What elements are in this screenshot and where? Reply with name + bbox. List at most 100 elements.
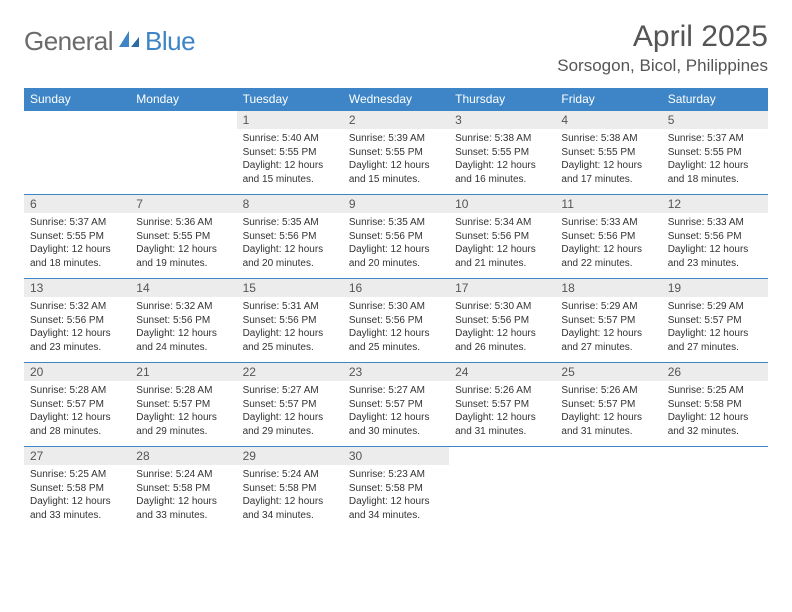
daylight-line: Daylight: 12 hours and 31 minutes. xyxy=(455,411,549,438)
sunset-line: Sunset: 5:56 PM xyxy=(136,314,230,328)
daylight-line: Daylight: 12 hours and 23 minutes. xyxy=(30,327,124,354)
calendar-day: 18Sunrise: 5:29 AMSunset: 5:57 PMDayligh… xyxy=(555,279,661,363)
sunrise-line: Sunrise: 5:37 AM xyxy=(668,132,762,146)
daylight-line: Daylight: 12 hours and 29 minutes. xyxy=(243,411,337,438)
calendar-row: 20Sunrise: 5:28 AMSunset: 5:57 PMDayligh… xyxy=(24,363,768,447)
calendar-empty xyxy=(130,111,236,195)
sunrise-line: Sunrise: 5:24 AM xyxy=(136,468,230,482)
sunrise-line: Sunrise: 5:30 AM xyxy=(455,300,549,314)
day-number: 11 xyxy=(555,195,661,213)
day-number: 7 xyxy=(130,195,236,213)
sunset-line: Sunset: 5:57 PM xyxy=(136,398,230,412)
calendar-empty xyxy=(555,447,661,531)
sunrise-line: Sunrise: 5:38 AM xyxy=(561,132,655,146)
day-content: Sunrise: 5:28 AMSunset: 5:57 PMDaylight:… xyxy=(130,381,236,446)
daylight-line: Daylight: 12 hours and 16 minutes. xyxy=(455,159,549,186)
sunrise-line: Sunrise: 5:35 AM xyxy=(243,216,337,230)
calendar-day: 6Sunrise: 5:37 AMSunset: 5:55 PMDaylight… xyxy=(24,195,130,279)
weekday-header: Monday xyxy=(130,88,236,111)
sunset-line: Sunset: 5:55 PM xyxy=(136,230,230,244)
logo-text-blue: Blue xyxy=(145,26,195,57)
sunrise-line: Sunrise: 5:33 AM xyxy=(561,216,655,230)
day-number: 25 xyxy=(555,363,661,381)
sunrise-line: Sunrise: 5:35 AM xyxy=(349,216,443,230)
weekday-header: Saturday xyxy=(662,88,768,111)
calendar-day: 12Sunrise: 5:33 AMSunset: 5:56 PMDayligh… xyxy=(662,195,768,279)
title-block: April 2025 Sorsogon, Bicol, Philippines xyxy=(557,20,768,76)
calendar-day: 1Sunrise: 5:40 AMSunset: 5:55 PMDaylight… xyxy=(237,111,343,195)
sunrise-line: Sunrise: 5:26 AM xyxy=(561,384,655,398)
calendar-row: 13Sunrise: 5:32 AMSunset: 5:56 PMDayligh… xyxy=(24,279,768,363)
sunrise-line: Sunrise: 5:29 AM xyxy=(561,300,655,314)
daylight-line: Daylight: 12 hours and 28 minutes. xyxy=(30,411,124,438)
daylight-line: Daylight: 12 hours and 27 minutes. xyxy=(561,327,655,354)
sunrise-line: Sunrise: 5:23 AM xyxy=(349,468,443,482)
day-content: Sunrise: 5:26 AMSunset: 5:57 PMDaylight:… xyxy=(555,381,661,446)
calendar-day: 17Sunrise: 5:30 AMSunset: 5:56 PMDayligh… xyxy=(449,279,555,363)
daylight-line: Daylight: 12 hours and 33 minutes. xyxy=(136,495,230,522)
sunset-line: Sunset: 5:55 PM xyxy=(349,146,443,160)
sunset-line: Sunset: 5:57 PM xyxy=(349,398,443,412)
sunrise-line: Sunrise: 5:27 AM xyxy=(243,384,337,398)
calendar-day: 19Sunrise: 5:29 AMSunset: 5:57 PMDayligh… xyxy=(662,279,768,363)
sunset-line: Sunset: 5:57 PM xyxy=(455,398,549,412)
day-content: Sunrise: 5:28 AMSunset: 5:57 PMDaylight:… xyxy=(24,381,130,446)
day-content: Sunrise: 5:24 AMSunset: 5:58 PMDaylight:… xyxy=(130,465,236,530)
sunrise-line: Sunrise: 5:30 AM xyxy=(349,300,443,314)
day-content: Sunrise: 5:31 AMSunset: 5:56 PMDaylight:… xyxy=(237,297,343,362)
sunrise-line: Sunrise: 5:25 AM xyxy=(668,384,762,398)
day-number: 18 xyxy=(555,279,661,297)
daylight-line: Daylight: 12 hours and 18 minutes. xyxy=(30,243,124,270)
day-number: 14 xyxy=(130,279,236,297)
day-number: 1 xyxy=(237,111,343,129)
sunset-line: Sunset: 5:56 PM xyxy=(455,314,549,328)
day-content: Sunrise: 5:40 AMSunset: 5:55 PMDaylight:… xyxy=(237,129,343,194)
weekday-header: Thursday xyxy=(449,88,555,111)
daylight-line: Daylight: 12 hours and 15 minutes. xyxy=(243,159,337,186)
sunset-line: Sunset: 5:56 PM xyxy=(561,230,655,244)
calendar-day: 30Sunrise: 5:23 AMSunset: 5:58 PMDayligh… xyxy=(343,447,449,531)
calendar-day: 20Sunrise: 5:28 AMSunset: 5:57 PMDayligh… xyxy=(24,363,130,447)
calendar-day: 25Sunrise: 5:26 AMSunset: 5:57 PMDayligh… xyxy=(555,363,661,447)
calendar-table: SundayMondayTuesdayWednesdayThursdayFrid… xyxy=(24,88,768,530)
calendar-day: 16Sunrise: 5:30 AMSunset: 5:56 PMDayligh… xyxy=(343,279,449,363)
day-number: 19 xyxy=(662,279,768,297)
sunset-line: Sunset: 5:55 PM xyxy=(668,146,762,160)
sunrise-line: Sunrise: 5:34 AM xyxy=(455,216,549,230)
sunrise-line: Sunrise: 5:32 AM xyxy=(136,300,230,314)
daylight-line: Daylight: 12 hours and 27 minutes. xyxy=(668,327,762,354)
calendar-day: 15Sunrise: 5:31 AMSunset: 5:56 PMDayligh… xyxy=(237,279,343,363)
calendar-day: 13Sunrise: 5:32 AMSunset: 5:56 PMDayligh… xyxy=(24,279,130,363)
daylight-line: Daylight: 12 hours and 20 minutes. xyxy=(243,243,337,270)
calendar-empty xyxy=(662,447,768,531)
sunset-line: Sunset: 5:56 PM xyxy=(243,230,337,244)
header: General Blue April 2025 Sorsogon, Bicol,… xyxy=(24,20,768,76)
logo: General Blue xyxy=(24,20,195,57)
day-number: 26 xyxy=(662,363,768,381)
day-number: 5 xyxy=(662,111,768,129)
day-content: Sunrise: 5:37 AMSunset: 5:55 PMDaylight:… xyxy=(662,129,768,194)
day-content: Sunrise: 5:35 AMSunset: 5:56 PMDaylight:… xyxy=(343,213,449,278)
month-title: April 2025 xyxy=(557,20,768,54)
calendar-day: 14Sunrise: 5:32 AMSunset: 5:56 PMDayligh… xyxy=(130,279,236,363)
calendar-empty xyxy=(24,111,130,195)
calendar-day: 28Sunrise: 5:24 AMSunset: 5:58 PMDayligh… xyxy=(130,447,236,531)
daylight-line: Daylight: 12 hours and 25 minutes. xyxy=(243,327,337,354)
day-number: 16 xyxy=(343,279,449,297)
calendar-day: 11Sunrise: 5:33 AMSunset: 5:56 PMDayligh… xyxy=(555,195,661,279)
day-number: 24 xyxy=(449,363,555,381)
weekday-header-row: SundayMondayTuesdayWednesdayThursdayFrid… xyxy=(24,88,768,111)
day-content: Sunrise: 5:33 AMSunset: 5:56 PMDaylight:… xyxy=(662,213,768,278)
day-content: Sunrise: 5:26 AMSunset: 5:57 PMDaylight:… xyxy=(449,381,555,446)
sunset-line: Sunset: 5:57 PM xyxy=(243,398,337,412)
sunset-line: Sunset: 5:56 PM xyxy=(668,230,762,244)
weekday-header: Wednesday xyxy=(343,88,449,111)
calendar-row: 27Sunrise: 5:25 AMSunset: 5:58 PMDayligh… xyxy=(24,447,768,531)
calendar-day: 8Sunrise: 5:35 AMSunset: 5:56 PMDaylight… xyxy=(237,195,343,279)
sunrise-line: Sunrise: 5:37 AM xyxy=(30,216,124,230)
calendar-day: 10Sunrise: 5:34 AMSunset: 5:56 PMDayligh… xyxy=(449,195,555,279)
day-content: Sunrise: 5:39 AMSunset: 5:55 PMDaylight:… xyxy=(343,129,449,194)
day-number: 9 xyxy=(343,195,449,213)
day-number: 6 xyxy=(24,195,130,213)
sunrise-line: Sunrise: 5:27 AM xyxy=(349,384,443,398)
